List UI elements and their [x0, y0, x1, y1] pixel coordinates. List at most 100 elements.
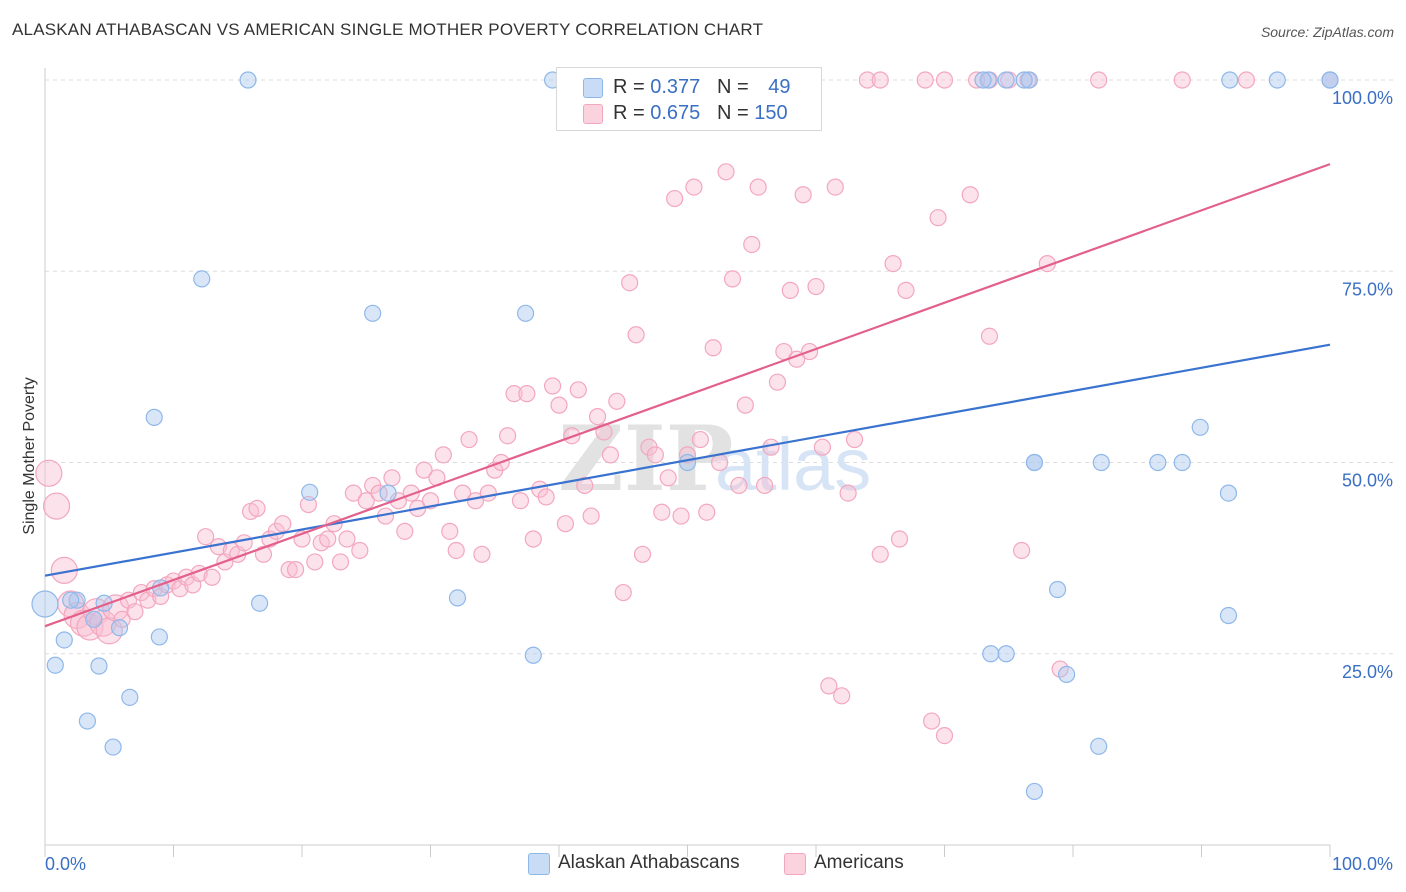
athabascan-point [448, 589, 467, 607]
athabascan-point [68, 591, 86, 609]
american-point [794, 186, 812, 204]
source-label: Source: ZipAtlas.com [1260, 24, 1394, 40]
athabascan-point [1057, 665, 1076, 684]
american-point [749, 178, 767, 196]
american-point [518, 385, 536, 403]
athabascan-point [1020, 71, 1038, 89]
american-point [736, 396, 754, 414]
american-point [980, 327, 999, 345]
american-point [820, 677, 838, 695]
athabascan-point [121, 688, 139, 706]
american-point [755, 476, 774, 495]
athabascan-trend-line [44, 343, 1331, 577]
bottom-legend-label: Americans [814, 852, 904, 873]
athabascan-point [979, 71, 997, 89]
american-point [871, 71, 889, 89]
american-point [299, 495, 318, 514]
american-point [698, 503, 716, 521]
american-point [923, 712, 941, 730]
american-point [505, 385, 523, 403]
athabascan-point [1221, 71, 1239, 89]
american-point [550, 396, 568, 414]
american-point [723, 270, 742, 288]
athabascan-point [85, 610, 103, 628]
american-point [479, 484, 497, 502]
american-point [653, 503, 671, 521]
legend-r-value: 0.377 [650, 76, 701, 98]
american-point [717, 163, 735, 181]
american-point [833, 687, 851, 705]
american-point [441, 522, 459, 540]
athabascan-point [104, 738, 122, 756]
american-point [499, 427, 517, 445]
athabascan-point [982, 645, 1000, 663]
american-point [1173, 71, 1191, 89]
american-point [274, 515, 292, 533]
american-point [826, 178, 844, 196]
athabascan-point [1015, 71, 1033, 89]
american-point [447, 541, 465, 560]
watermark-atlas: atlas [715, 423, 871, 506]
american-point [524, 530, 542, 548]
legend-n-label: N = [716, 102, 749, 124]
athabascan-point [55, 631, 73, 649]
american-point [280, 560, 298, 579]
american-point [319, 530, 337, 548]
athabascan-point [974, 71, 992, 89]
american-point [35, 459, 63, 487]
athabascan-point [1048, 580, 1067, 599]
american-point [460, 430, 478, 449]
chart-title: ALASKAN ATHABASCAN VS AMERICAN SINGLE MO… [12, 20, 764, 39]
american-point [415, 461, 433, 479]
athabascan-point [301, 483, 319, 501]
american-point [42, 492, 71, 520]
american-point [646, 446, 664, 464]
athabascan-point [62, 591, 80, 609]
athabascan-point [1092, 453, 1110, 472]
american-point [1012, 541, 1031, 560]
athabascan-point [145, 408, 163, 426]
american-point [935, 71, 954, 89]
x-tick-label: 100.0% [1332, 854, 1393, 874]
athabascan-point [678, 453, 697, 472]
american-point [396, 522, 414, 540]
american-point [254, 545, 273, 563]
legend-r-label: R = [613, 102, 645, 124]
american-point [248, 499, 266, 517]
american-point [711, 453, 729, 472]
american-point [588, 408, 607, 426]
american-point [556, 515, 575, 533]
american-point [884, 255, 902, 273]
american-point [614, 583, 632, 602]
american-point [704, 339, 722, 357]
legend-swatch-americans [583, 104, 603, 124]
athabascan-point [239, 71, 257, 89]
y-tick-label: 25.0% [1342, 662, 1393, 682]
american-point [344, 484, 362, 502]
american-point [582, 507, 600, 525]
american-point [351, 541, 369, 560]
american-point [338, 530, 356, 548]
american-point [813, 438, 832, 456]
american-point [768, 373, 787, 391]
athabascan-point [524, 646, 542, 664]
athabascan-point [150, 628, 168, 646]
american-point [839, 484, 857, 502]
american-point [743, 235, 761, 254]
american-point [1090, 71, 1108, 89]
y-tick-label: 75.0% [1342, 279, 1393, 299]
american-point [659, 469, 677, 487]
legend-r-label: R = [613, 76, 645, 98]
bottom-legend-label: Alaskan Athabascans [558, 852, 740, 873]
athabascan-point [379, 484, 397, 502]
legend-n-value: 150 [754, 102, 788, 124]
correlation-legend: R = 0.377 N = 49 R = 0.675 N = 150 [556, 67, 822, 131]
american-point [235, 534, 253, 552]
athabascan-point [193, 270, 211, 288]
legend-r-value: 0.675 [650, 102, 701, 124]
american-point [781, 281, 799, 299]
athabascan-point [1321, 71, 1339, 89]
athabascan-point [250, 594, 269, 612]
american-point [543, 377, 562, 395]
